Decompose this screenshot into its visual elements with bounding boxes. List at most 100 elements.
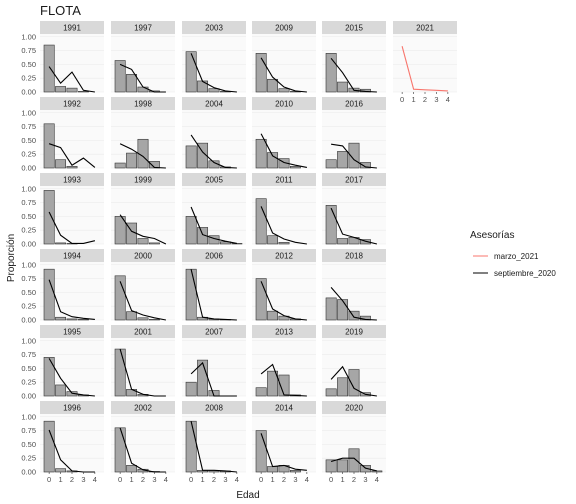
bar [325, 205, 337, 245]
facet-2004: 2004 [182, 97, 246, 169]
bar [255, 430, 267, 473]
bar [114, 216, 126, 245]
series-line [48, 66, 95, 93]
facet-strip [111, 173, 175, 186]
y-tick-label: 0.75 [21, 350, 36, 359]
y-tick-label: 0.75 [21, 198, 36, 207]
series-line [260, 433, 307, 471]
x-tick-label: 3 [223, 475, 227, 484]
bar [219, 241, 231, 245]
bar [325, 459, 337, 473]
x-tick-label: 0 [118, 475, 122, 484]
bar [137, 317, 149, 321]
bar [114, 348, 126, 397]
bar [255, 278, 267, 321]
bar [185, 51, 197, 93]
series-line [260, 206, 307, 245]
facet-strip-label: 1998 [134, 100, 152, 109]
facet-strip [322, 97, 386, 110]
series-line [48, 279, 95, 320]
facet-strip-label: 1996 [63, 404, 81, 413]
series-line [330, 365, 377, 397]
y-tick-label: 1.00 [21, 260, 36, 269]
bar [289, 470, 301, 473]
x-tick-label: 4 [446, 95, 450, 104]
y-tick-label: 1.00 [21, 32, 36, 41]
series-line [330, 207, 378, 245]
bar [337, 459, 349, 473]
y-tick-label: 0.75 [21, 122, 36, 131]
y-tick-label: 0.50 [21, 136, 36, 145]
bar [126, 74, 138, 93]
bar [55, 384, 67, 397]
series-line [260, 281, 307, 321]
bar [185, 268, 197, 321]
facet-strip-label: 1999 [134, 176, 152, 185]
bar [325, 388, 337, 397]
facet-strip-label: 2014 [275, 404, 293, 413]
facet-strip-label: 1991 [63, 24, 81, 33]
y-tick-label: 0.75 [21, 426, 36, 435]
facet-strip-label: 2017 [345, 176, 363, 185]
facet-strip-label: 2021 [416, 24, 434, 33]
series-line [190, 361, 237, 397]
facet-strip-label: 2019 [345, 328, 363, 337]
facet-1995: 1995 0.00 0.25 0.50 0.75 1.00 [21, 325, 104, 401]
facet-strip-label: 1997 [134, 24, 152, 33]
bar [185, 216, 197, 245]
facet-strip [111, 325, 175, 338]
facet-2018: 2018 [322, 249, 386, 321]
bar [185, 381, 197, 397]
bar [278, 242, 290, 245]
facet-strip-label: 1993 [63, 176, 81, 185]
y-tick-label: 0.50 [21, 364, 36, 373]
facet-1994: 1994 0.00 0.25 0.50 0.75 1.00 [21, 249, 104, 325]
facet-strip-label: 2011 [275, 176, 293, 185]
facet-2007: 2007 [182, 325, 246, 397]
x-tick-label: 3 [434, 95, 438, 104]
bar [114, 162, 126, 169]
facet-panel-bg [393, 34, 457, 92]
facet-strip [393, 21, 457, 34]
bar [43, 420, 55, 473]
bar [126, 311, 138, 321]
facet-strip [40, 97, 104, 110]
bar [255, 198, 267, 245]
facet-1996: 1996 0.00 0.25 0.50 0.75 1.00 0 1 2 3 4 [21, 401, 104, 484]
bar [43, 190, 55, 245]
facet-strip-label: 2013 [275, 328, 293, 337]
bar [348, 369, 360, 397]
bar [77, 91, 89, 93]
bar [55, 316, 67, 321]
y-tick-label: 0.00 [21, 164, 36, 173]
bar [66, 166, 78, 169]
facet-2001: 2001 [111, 325, 175, 397]
facet-strip [182, 249, 246, 262]
bar [148, 242, 160, 245]
series-line [119, 214, 167, 245]
facet-strip [182, 97, 246, 110]
facet-strip-label: 1992 [63, 100, 81, 109]
x-tick-label: 1 [270, 475, 274, 484]
facet-strip [40, 249, 104, 262]
facet-2014: 2014 0 1 2 3 4 [252, 401, 316, 484]
facet-strip [322, 173, 386, 186]
bar [267, 78, 279, 93]
y-tick-label: 1.00 [21, 412, 36, 421]
series-line [330, 287, 377, 321]
x-tick-label: 3 [293, 475, 297, 484]
bar [337, 299, 349, 321]
y-tick-label: 0.25 [21, 74, 36, 83]
bar [208, 88, 220, 93]
bar [55, 86, 67, 93]
bar [255, 387, 267, 397]
bar [43, 268, 55, 321]
bar [337, 81, 349, 93]
facet-strip [322, 401, 386, 414]
legend-label-septiembre-2020: septiembre_2020 [494, 269, 556, 278]
bar [43, 357, 55, 397]
series-line [260, 363, 307, 397]
bar [278, 88, 290, 93]
facet-strip [322, 325, 386, 338]
